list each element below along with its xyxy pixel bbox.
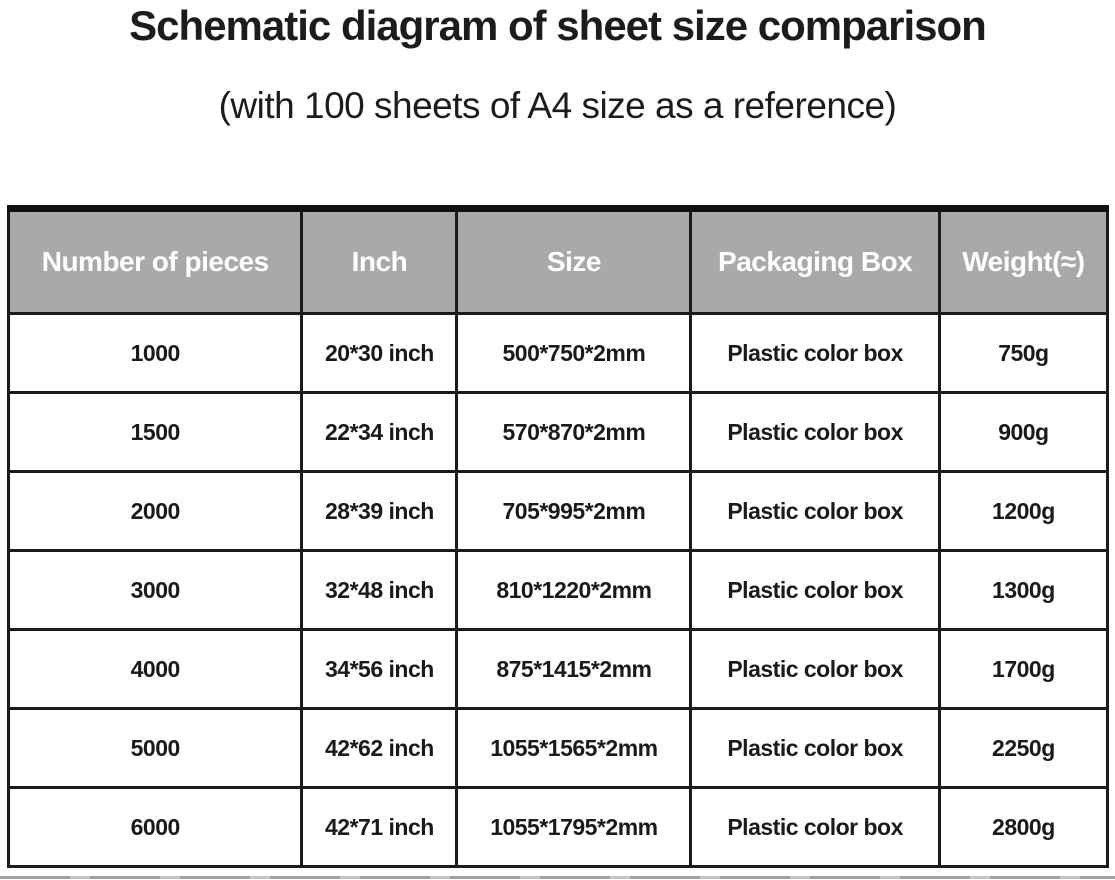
column-header-number-of-pieces: Number of pieces (6, 207, 304, 315)
column-header-size: Size (455, 207, 693, 315)
cell-inch: 20*30 inch (300, 312, 459, 394)
cell-weight: 1300g (937, 549, 1110, 631)
cell-inch: 22*34 inch (300, 391, 459, 473)
cell-weight: 2800g (937, 786, 1110, 868)
cell-size: 705*995*2mm (455, 470, 693, 552)
sheet-size-table: Number of pieces Inch Size Packaging Box… (6, 205, 1110, 868)
cell-inch: 42*71 inch (300, 786, 459, 868)
cell-packaging: Plastic color box (689, 470, 941, 552)
table-header-row: Number of pieces Inch Size Packaging Box… (6, 207, 1110, 315)
cell-size: 1055*1565*2mm (455, 707, 693, 789)
column-header-weight: Weight(≈) (937, 207, 1110, 315)
cell-size: 1055*1795*2mm (455, 786, 693, 868)
table-row: 1000 20*30 inch 500*750*2mm Plastic colo… (6, 312, 1110, 394)
cell-pieces: 3000 (6, 549, 304, 631)
cell-pieces: 1500 (6, 391, 304, 473)
cell-pieces: 4000 (6, 628, 304, 710)
column-header-inch: Inch (300, 207, 459, 315)
cell-weight: 1700g (937, 628, 1110, 710)
cell-packaging: Plastic color box (689, 312, 941, 394)
cell-weight: 900g (937, 391, 1110, 473)
table-row: 1500 22*34 inch 570*870*2mm Plastic colo… (6, 391, 1110, 473)
cell-packaging: Plastic color box (689, 628, 941, 710)
cropped-bottom-divider (0, 876, 1115, 879)
table-header: Number of pieces Inch Size Packaging Box… (6, 207, 1110, 315)
table-row: 2000 28*39 inch 705*995*2mm Plastic colo… (6, 470, 1110, 552)
table-row: 5000 42*62 inch 1055*1565*2mm Plastic co… (6, 707, 1110, 789)
table-body: 1000 20*30 inch 500*750*2mm Plastic colo… (6, 312, 1110, 868)
table-row: 6000 42*71 inch 1055*1795*2mm Plastic co… (6, 786, 1110, 868)
cell-inch: 34*56 inch (300, 628, 459, 710)
cell-inch: 32*48 inch (300, 549, 459, 631)
cell-pieces: 5000 (6, 707, 304, 789)
cell-weight: 1200g (937, 470, 1110, 552)
cell-weight: 750g (937, 312, 1110, 394)
cell-weight: 2250g (937, 707, 1110, 789)
cell-packaging: Plastic color box (689, 786, 941, 868)
page-subtitle: (with 100 sheets of A4 size as a referen… (218, 85, 897, 126)
cell-packaging: Plastic color box (689, 707, 941, 789)
table-row: 4000 34*56 inch 875*1415*2mm Plastic col… (6, 628, 1110, 710)
cell-pieces: 2000 (6, 470, 304, 552)
cell-pieces: 6000 (6, 786, 304, 868)
cell-inch: 28*39 inch (300, 470, 459, 552)
cell-inch: 42*62 inch (300, 707, 459, 789)
cell-size: 875*1415*2mm (455, 628, 693, 710)
column-header-packaging-box: Packaging Box (689, 207, 941, 315)
cell-pieces: 1000 (6, 312, 304, 394)
page-title: Schematic diagram of sheet size comparis… (129, 2, 987, 49)
cell-packaging: Plastic color box (689, 391, 941, 473)
cell-size: 500*750*2mm (455, 312, 693, 394)
cell-packaging: Plastic color box (689, 549, 941, 631)
cell-size: 810*1220*2mm (455, 549, 693, 631)
table-row: 3000 32*48 inch 810*1220*2mm Plastic col… (6, 549, 1110, 631)
cell-size: 570*870*2mm (455, 391, 693, 473)
